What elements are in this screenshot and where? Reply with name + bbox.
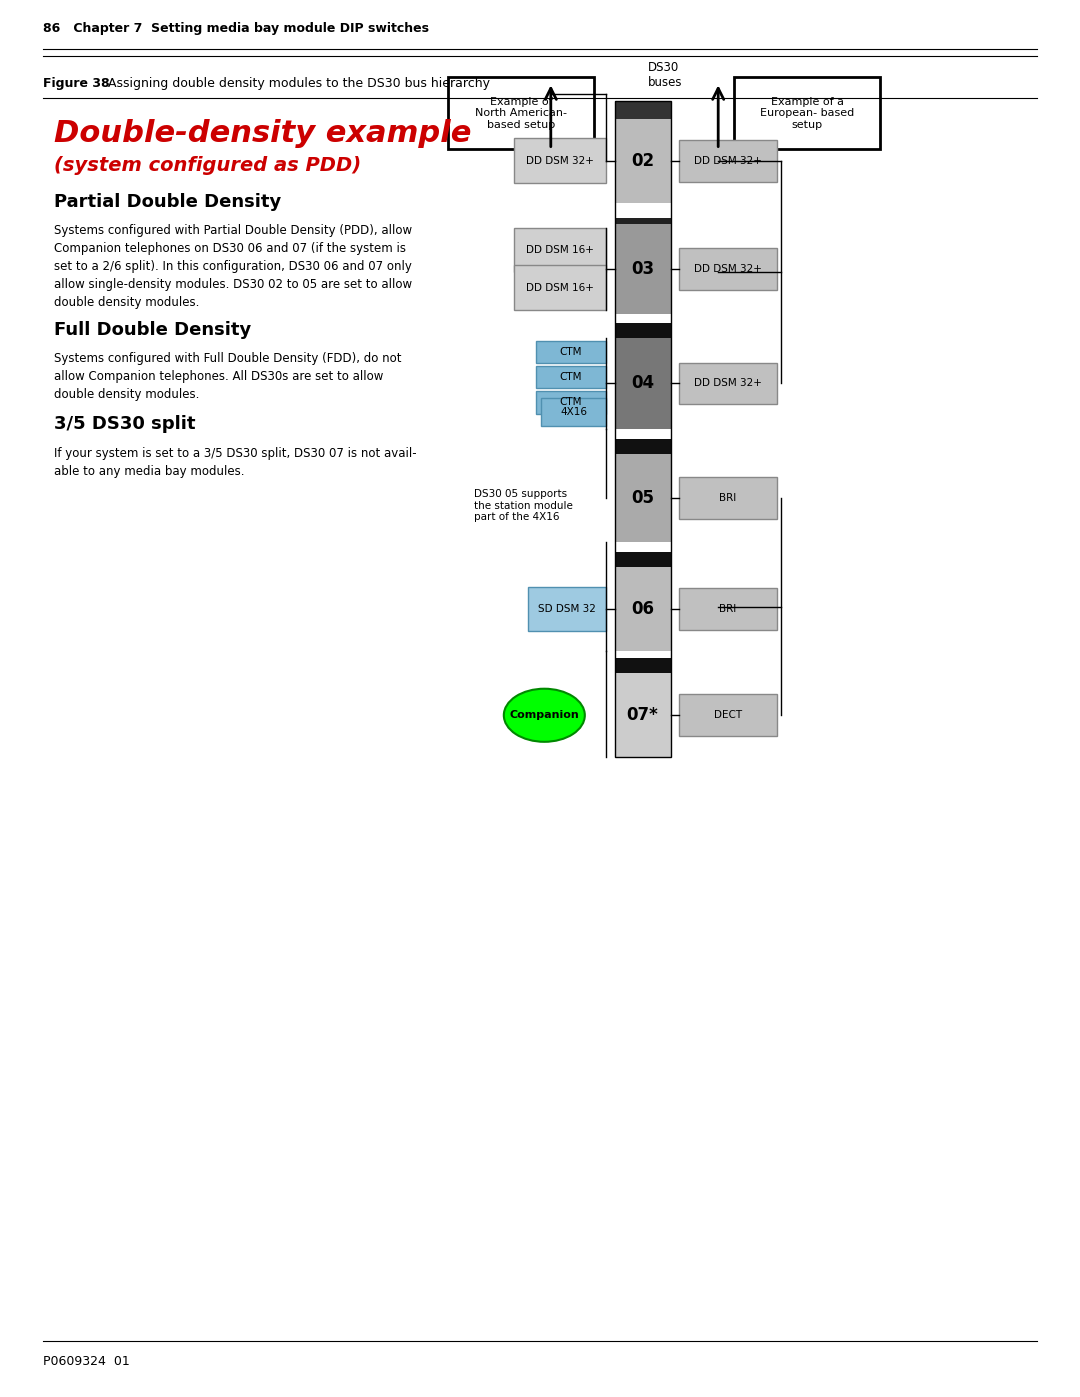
Bar	[615, 338, 671, 429]
FancyBboxPatch shape	[536, 341, 606, 363]
Text: If your system is set to a 3/5 DS30 split, DS30 07 is not avail-
able to any med: If your system is set to a 3/5 DS30 spli…	[54, 447, 417, 478]
Text: 03: 03	[631, 260, 654, 278]
Text: Systems configured with Full Double Density (FDD), do not
allow Companion teleph: Systems configured with Full Double Dens…	[54, 352, 402, 401]
Text: Figure 38: Figure 38	[43, 77, 110, 89]
Bar	[615, 454, 671, 542]
Bar	[615, 658, 671, 673]
Text: DD DSM 32+: DD DSM 32+	[694, 264, 761, 274]
Bar	[615, 224, 671, 314]
FancyBboxPatch shape	[679, 478, 777, 520]
Text: Example of
North American-
based setup: Example of North American- based setup	[475, 96, 567, 130]
FancyBboxPatch shape	[679, 249, 777, 291]
Bar	[615, 101, 671, 757]
FancyBboxPatch shape	[734, 77, 880, 149]
Text: DECT: DECT	[714, 710, 742, 721]
Text: BRI: BRI	[719, 604, 737, 615]
Text: 06: 06	[631, 601, 654, 617]
Text: Assigning double density modules to the DS30 bus hierarchy: Assigning double density modules to the …	[108, 77, 490, 89]
Text: 05: 05	[631, 489, 654, 507]
Text: 07*: 07*	[626, 707, 659, 724]
Text: P0609324  01: P0609324 01	[43, 1355, 130, 1368]
Text: DD DSM 16+: DD DSM 16+	[526, 244, 594, 256]
FancyBboxPatch shape	[514, 138, 606, 183]
Text: 04: 04	[631, 374, 654, 393]
Text: DS30 05 supports
the station module
part of the 4X16: DS30 05 supports the station module part…	[474, 489, 573, 522]
Bar	[615, 552, 671, 567]
Text: DD DSM 32+: DD DSM 32+	[694, 379, 761, 388]
FancyBboxPatch shape	[514, 265, 606, 310]
Text: CTM: CTM	[559, 346, 582, 358]
FancyBboxPatch shape	[679, 588, 777, 630]
Text: Full Double Density: Full Double Density	[54, 321, 252, 339]
Bar	[615, 218, 671, 224]
FancyBboxPatch shape	[679, 694, 777, 736]
Text: DD DSM 32+: DD DSM 32+	[694, 155, 761, 166]
FancyBboxPatch shape	[536, 366, 606, 388]
Text: Companion: Companion	[510, 710, 579, 721]
Bar	[615, 101, 671, 119]
FancyBboxPatch shape	[679, 140, 777, 182]
Bar	[615, 323, 671, 338]
Text: Example of a
European- based
setup: Example of a European- based setup	[760, 96, 854, 130]
Text: Partial Double Density: Partial Double Density	[54, 193, 281, 211]
FancyBboxPatch shape	[528, 587, 606, 631]
Text: (system configured as PDD): (system configured as PDD)	[54, 156, 361, 176]
Bar	[615, 439, 671, 454]
Text: Systems configured with Partial Double Density (PDD), allow
Companion telephones: Systems configured with Partial Double D…	[54, 224, 413, 309]
FancyBboxPatch shape	[448, 77, 594, 149]
Text: Double-density example: Double-density example	[54, 119, 471, 148]
Text: CTM: CTM	[559, 372, 582, 383]
Bar	[615, 119, 671, 203]
Text: DS30
buses: DS30 buses	[648, 61, 683, 89]
Text: 3/5 DS30 split: 3/5 DS30 split	[54, 415, 195, 433]
Text: CTM: CTM	[559, 397, 582, 408]
Ellipse shape	[504, 689, 585, 742]
FancyBboxPatch shape	[536, 391, 606, 414]
Bar	[615, 673, 671, 757]
Text: DD DSM 32+: DD DSM 32+	[526, 155, 594, 166]
Text: 86   Chapter 7  Setting media bay module DIP switches: 86 Chapter 7 Setting media bay module DI…	[43, 22, 429, 35]
Bar	[615, 567, 671, 651]
Text: BRI: BRI	[719, 493, 737, 503]
FancyBboxPatch shape	[514, 228, 606, 272]
Text: 02: 02	[631, 152, 654, 169]
FancyBboxPatch shape	[541, 398, 606, 426]
Text: SD DSM 32: SD DSM 32	[538, 604, 596, 615]
FancyBboxPatch shape	[679, 363, 777, 405]
Text: 4X16: 4X16	[559, 407, 588, 418]
Text: DD DSM 16+: DD DSM 16+	[526, 282, 594, 293]
